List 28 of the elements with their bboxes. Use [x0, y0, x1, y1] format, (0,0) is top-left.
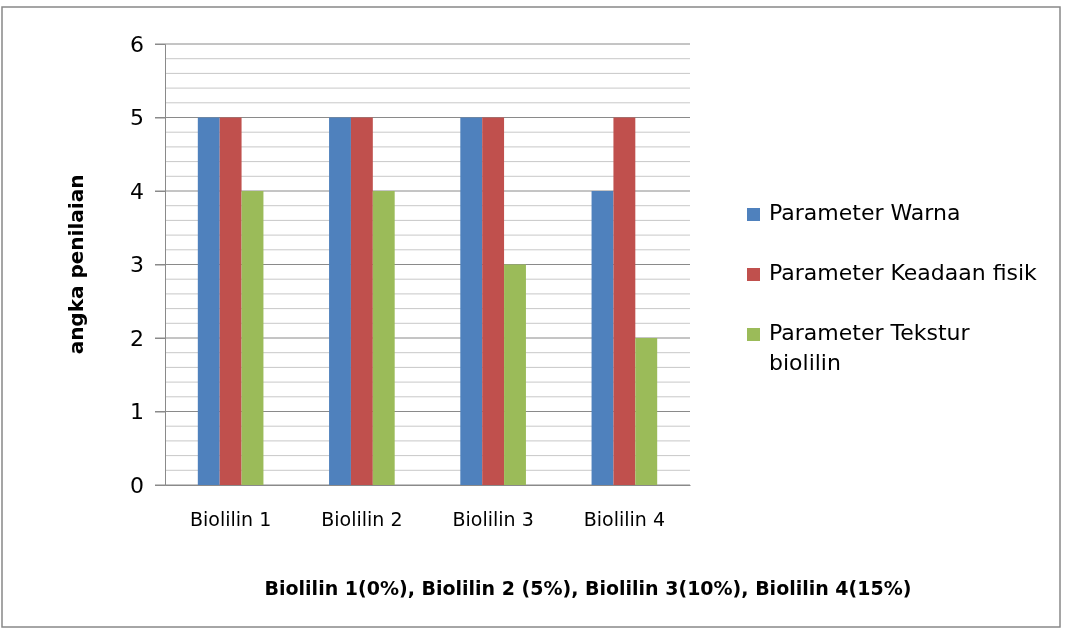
x-tick-label: Biolilin 3 — [452, 508, 534, 530]
x-tick-label: Biolilin 2 — [321, 508, 403, 530]
y-tick-label: 4 — [130, 178, 144, 204]
bar — [635, 338, 658, 485]
x-tick-label: Biolilin 4 — [583, 508, 665, 530]
y-tick-label: 0 — [130, 472, 144, 498]
x-tick-label: Biolilin 1 — [190, 508, 272, 530]
y-tick-label: 5 — [130, 105, 144, 131]
bar — [591, 191, 614, 485]
bar — [460, 117, 483, 485]
x-axis-title: Biolilin 1(0%), Biolilin 2 (5%), Biolilin 3(10%), Biolilin 4(15%) — [264, 577, 912, 599]
bar — [241, 191, 264, 485]
bar — [613, 117, 636, 485]
bar — [372, 191, 395, 485]
y-tick-label: 6 — [130, 31, 144, 57]
bar — [219, 117, 242, 485]
bar — [329, 117, 351, 485]
y-tick-label: 2 — [130, 325, 144, 351]
legend-label: Parameter Warna — [769, 200, 961, 225]
y-tick-label: 3 — [130, 252, 144, 278]
legend-label: Parameter Keadaan fisik — [769, 260, 1038, 285]
bar — [197, 117, 220, 485]
bar — [482, 117, 505, 485]
y-axis-title: angka penilaian — [64, 174, 88, 355]
bar — [350, 117, 373, 485]
y-tick-label: 1 — [130, 399, 144, 425]
bar — [504, 264, 526, 485]
legend-label: Parameter Tekstur biolilin — [769, 320, 971, 375]
